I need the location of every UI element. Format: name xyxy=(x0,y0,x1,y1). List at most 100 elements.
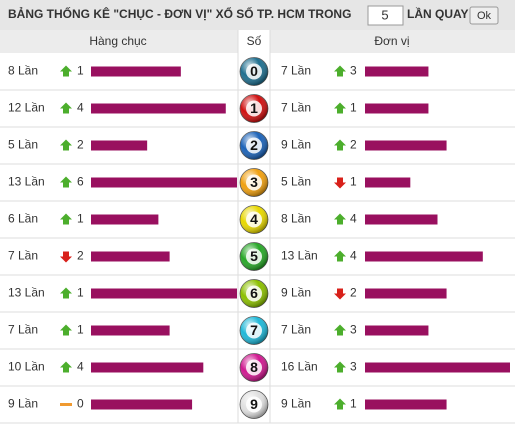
trend-up xyxy=(334,102,346,114)
count-label: 9 Lần xyxy=(8,397,38,411)
trend-up xyxy=(334,361,346,373)
count-label: 6 Lần xyxy=(8,212,38,226)
count-label: 8 Lần xyxy=(281,212,311,226)
ball-center xyxy=(246,137,262,154)
ball-center xyxy=(246,63,262,80)
count-bar xyxy=(365,288,447,299)
trend-up xyxy=(60,213,72,225)
ball-digit: 0 xyxy=(250,63,258,79)
change-value: 1 xyxy=(77,64,84,78)
count-label: 7 Lần xyxy=(8,323,38,337)
count-bar xyxy=(365,140,447,151)
change-value: 1 xyxy=(350,101,357,115)
count-label: 9 Lần xyxy=(281,286,311,300)
ball-digit: 9 xyxy=(250,396,258,412)
trend-up xyxy=(60,139,72,151)
count-bar xyxy=(91,66,181,77)
trend-up xyxy=(334,139,346,151)
input-value[interactable]: 5 xyxy=(381,7,388,22)
ball-center xyxy=(246,396,262,413)
trend-up xyxy=(334,324,346,336)
ok-button[interactable] xyxy=(469,6,499,25)
title-suffix: LẦN QUAY xyxy=(407,6,469,21)
ball-digit: 8 xyxy=(250,359,258,375)
change-value: 3 xyxy=(350,64,357,78)
count-label: 10 Lần xyxy=(8,360,45,374)
title-bar xyxy=(0,0,515,30)
count-bar xyxy=(91,140,148,151)
trend-up xyxy=(60,176,72,188)
count-bar xyxy=(365,362,510,373)
count-bar xyxy=(365,177,411,188)
header-digit-cell xyxy=(238,30,270,53)
count-label: 16 Lần xyxy=(281,360,318,374)
count-bar xyxy=(91,325,170,336)
trend-down xyxy=(334,288,346,300)
change-value: 1 xyxy=(350,175,357,189)
count-label: 5 Lần xyxy=(281,175,311,189)
change-value: 3 xyxy=(350,360,357,374)
trend-up xyxy=(60,287,72,299)
ball-digit: 7 xyxy=(250,322,258,338)
count-label: 7 Lần xyxy=(281,101,311,115)
change-value: 2 xyxy=(77,138,84,152)
col-digit: Số xyxy=(247,34,262,48)
ball-center xyxy=(246,359,262,376)
count-label: 5 Lần xyxy=(8,138,38,152)
trend-up xyxy=(334,213,346,225)
ball-digit: 5 xyxy=(250,248,258,264)
trend-up xyxy=(334,398,346,410)
ball-center xyxy=(246,322,262,339)
ball-center xyxy=(246,174,262,191)
count-input[interactable] xyxy=(367,5,404,26)
count-label: 8 Lần xyxy=(8,64,38,78)
change-value: 0 xyxy=(77,397,84,411)
change-value: 1 xyxy=(77,286,84,300)
change-value: 1 xyxy=(77,212,84,226)
count-label: 13 Lần xyxy=(8,286,45,300)
count-bar xyxy=(365,103,429,114)
trend-up xyxy=(60,324,72,336)
ball-center xyxy=(246,285,262,302)
trend-up xyxy=(334,250,346,262)
change-value: 4 xyxy=(77,101,84,115)
ball-center xyxy=(246,248,262,265)
count-bar xyxy=(91,251,170,262)
change-value: 3 xyxy=(350,323,357,337)
trend-up xyxy=(334,65,346,77)
trend-flat xyxy=(60,403,72,406)
count-bar xyxy=(365,251,483,262)
count-bar xyxy=(91,288,237,299)
ball-digit: 4 xyxy=(250,211,258,227)
ball-digit: 2 xyxy=(250,137,258,153)
count-label: 12 Lần xyxy=(8,101,45,115)
change-value: 6 xyxy=(77,175,84,189)
ok-label[interactable]: Ok xyxy=(477,10,492,22)
trend-up xyxy=(60,102,72,114)
count-bar xyxy=(91,214,159,225)
count-label: 7 Lần xyxy=(281,64,311,78)
change-value: 4 xyxy=(350,249,357,263)
count-bar xyxy=(91,399,193,410)
count-bar xyxy=(365,214,438,225)
ball-center xyxy=(246,100,262,117)
count-bar xyxy=(91,177,237,188)
ball-digit: 6 xyxy=(250,285,258,301)
ball-center xyxy=(246,211,262,228)
count-bar xyxy=(365,66,429,77)
change-value: 4 xyxy=(77,360,84,374)
trend-up xyxy=(60,361,72,373)
col-units: Đơn vị xyxy=(374,34,409,48)
count-label: 7 Lần xyxy=(8,249,38,263)
count-label: 13 Lần xyxy=(281,249,318,263)
count-label: 13 Lần xyxy=(8,175,45,189)
ball-digit: 1 xyxy=(250,100,258,116)
ball-digit: 3 xyxy=(250,174,258,190)
count-label: 9 Lần xyxy=(281,138,311,152)
count-label: 9 Lần xyxy=(281,397,311,411)
count-label: 7 Lần xyxy=(281,323,311,337)
change-value: 2 xyxy=(350,138,357,152)
trend-down xyxy=(60,251,72,263)
trend-down xyxy=(334,177,346,189)
